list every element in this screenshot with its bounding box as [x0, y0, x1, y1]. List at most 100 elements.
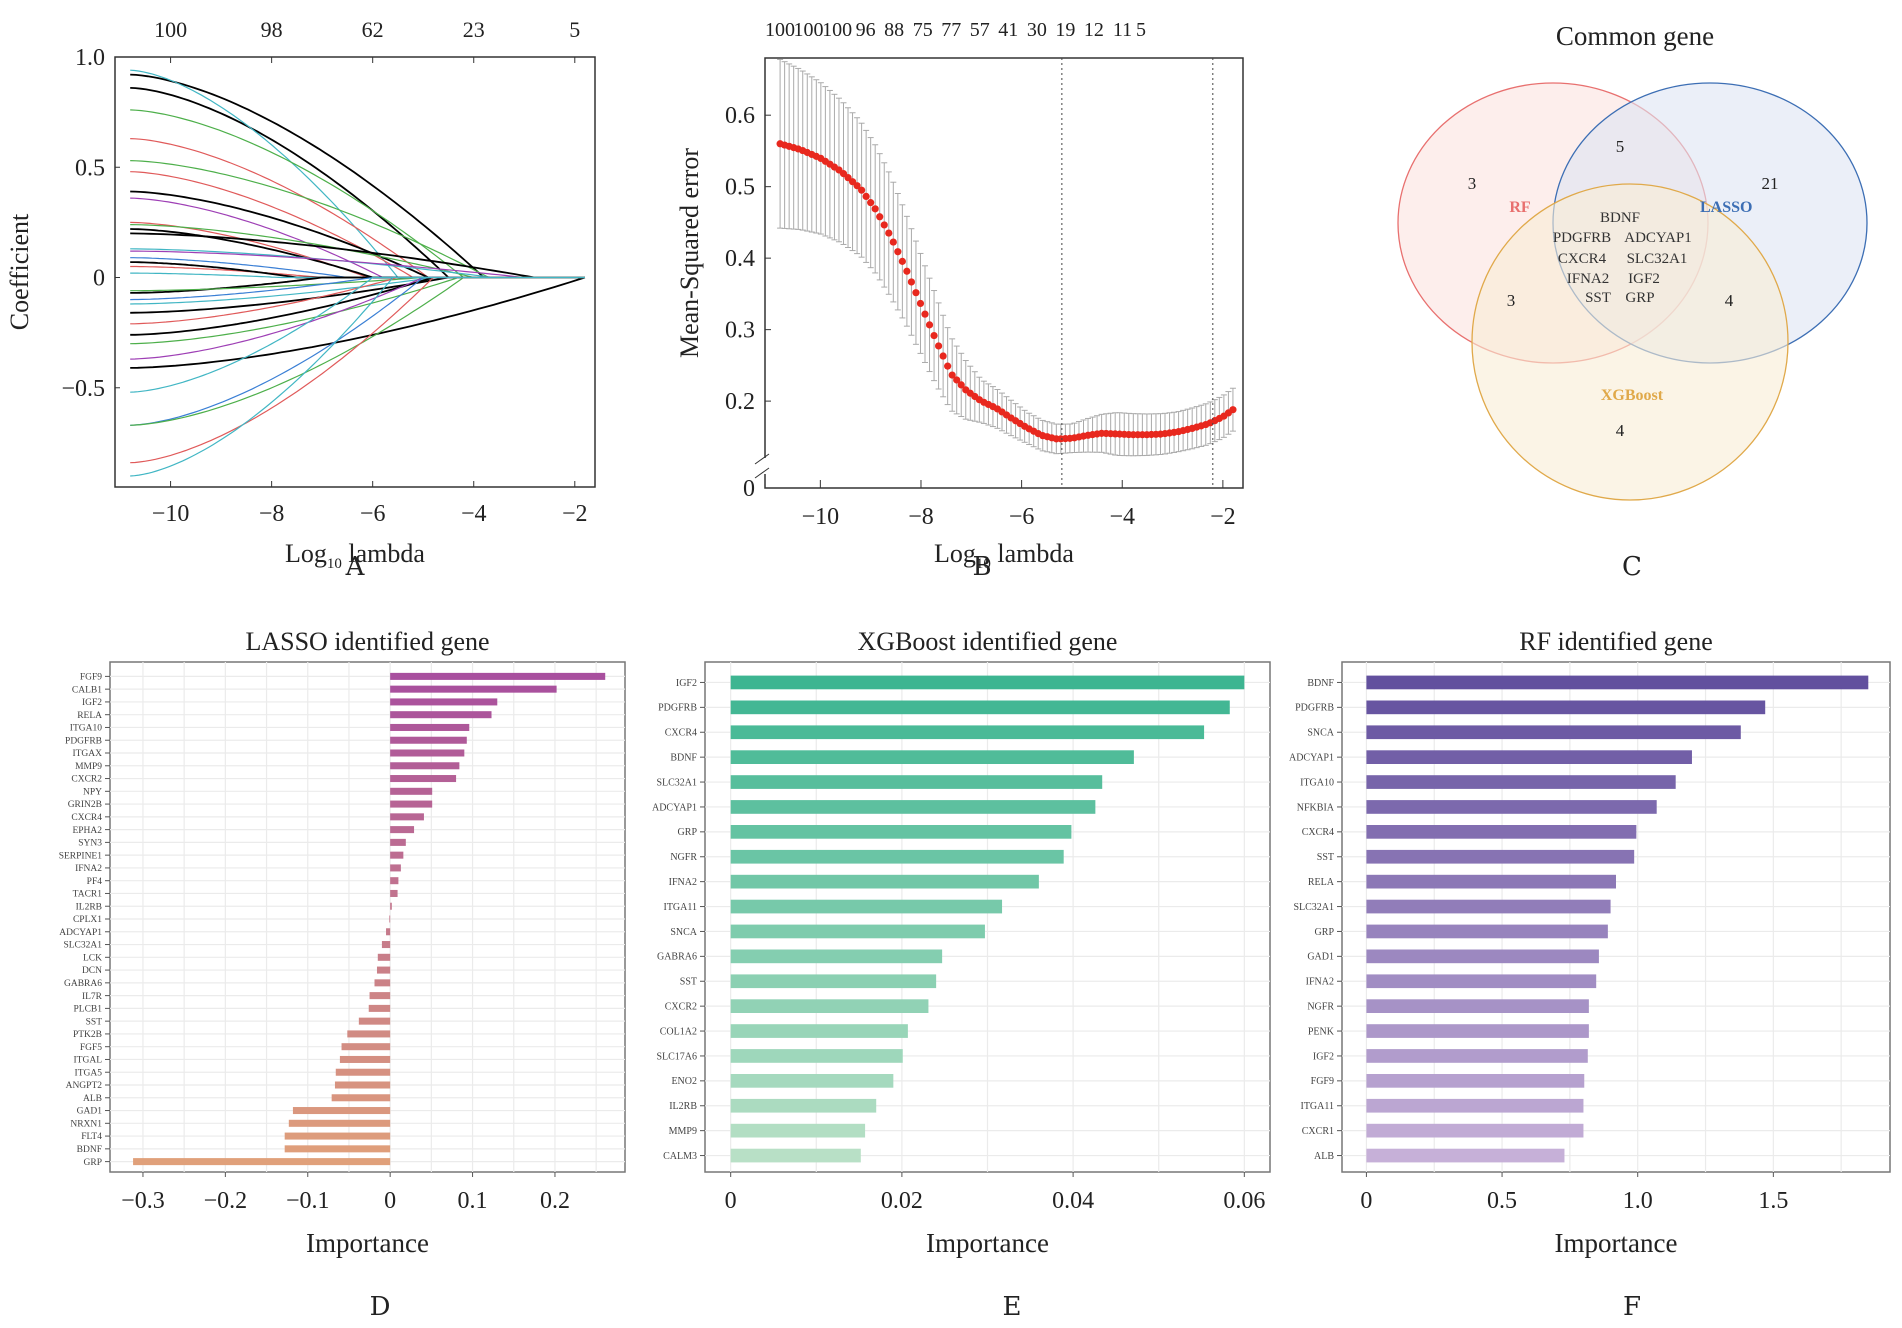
y-tick-label: EPHA2 [72, 826, 102, 836]
bar-fgf9 [390, 672, 606, 680]
y-tick-label: ADCYAP1 [59, 928, 102, 938]
bar-grp [1366, 924, 1608, 939]
top-tick-label: 100 [822, 19, 852, 41]
y-tick-label: IL2RB [76, 902, 102, 912]
x-tick-label: 0 [1360, 1188, 1372, 1214]
bar-igf2 [730, 675, 1245, 690]
y-tick-label: IGF2 [676, 678, 697, 689]
bar-igf2 [390, 698, 498, 706]
x-tick-label: 0.04 [1052, 1188, 1094, 1214]
mse-point [948, 371, 956, 379]
top-tick-label: 100 [765, 19, 795, 41]
coefficient-path-28 [130, 276, 586, 369]
y-tick-label: SLC32A1 [63, 941, 102, 951]
mse-point [907, 278, 916, 286]
coefficient-path-21 [130, 276, 585, 301]
coefficient-paths [130, 69, 586, 477]
y-tick-label: PDGFRB [1295, 703, 1334, 714]
y-tick-label: GAD1 [1307, 952, 1334, 963]
bar-lck [377, 953, 391, 961]
y-tick-label: CXCR4 [665, 728, 697, 739]
bar-alb [1366, 1148, 1565, 1163]
bar-itga11 [1366, 1098, 1584, 1113]
x-tick-label: −4 [1109, 504, 1135, 530]
mse-point [934, 342, 943, 350]
panel-a-lasso-coefficient-paths: −10 100 −8 98 −6 62 −4 23 −2 5 1.0 0.5 0 −0.5 Log10 la… [0, 0, 620, 590]
bar-serpine1 [390, 851, 404, 859]
venn-common-gene: BDNF [1600, 210, 1640, 226]
coefficient-path-18 [130, 272, 585, 279]
venn-set-xgboost [1471, 183, 1789, 501]
venn-common-gene: PDGFRB [1553, 230, 1611, 246]
venn-count-rf-lasso: 5 [1616, 137, 1625, 156]
coefficient-path-25 [130, 276, 585, 336]
y-tick-label: CPLX1 [73, 915, 102, 925]
bar-sst [1366, 849, 1635, 864]
x-tick-label: −0.2 [204, 1188, 248, 1214]
venn-count-lasso-xgboost: 4 [1725, 291, 1734, 310]
panel-c-venn-common-gene: Common gene RF LASSO XGBoost 3 21 4 5 3 4 BDNF PDGF… [1370, 0, 1900, 590]
bar-cxcr4 [1366, 825, 1637, 839]
coefficient-path-1 [130, 87, 585, 279]
mse-point [921, 310, 929, 318]
mse-point [925, 321, 934, 329]
bar-adcyap1 [386, 928, 391, 936]
y-tick-label: 0.2 [725, 389, 755, 415]
y-tick-label: NRXN1 [70, 1119, 102, 1129]
chart-a-svg: −10 100 −8 98 −6 62 −4 23 −2 5 1.0 0.5 0 −0.5 Log10 la… [5, 17, 596, 572]
bar-cxcr2 [730, 999, 929, 1013]
coefficient-path-27 [130, 276, 585, 360]
venn-count-xgboost-only: 4 [1616, 421, 1625, 440]
mse-point [953, 376, 961, 384]
venn-count-rf-only: 3 [1468, 174, 1477, 193]
panel-label-f: F [1622, 1292, 1642, 1322]
y-tick-label: 1.0 [75, 45, 105, 71]
mse-point [862, 192, 870, 201]
bar-col1a2 [730, 1024, 908, 1038]
y-tick-label: IFNA2 [1306, 977, 1334, 988]
coefficient-path-19 [130, 276, 585, 294]
axis-break-mark [754, 453, 770, 465]
panel-label-c: C [1622, 552, 1642, 582]
y-tick-label: PDGFRB [65, 736, 102, 746]
bar-itgax [390, 749, 465, 757]
x-axis-label: Importance [1555, 1228, 1678, 1258]
venn-common-gene: SST [1585, 290, 1611, 306]
y-tick-label: IL2RB [669, 1101, 697, 1112]
y-tick-label: 0.4 [725, 246, 755, 272]
bar-cxcr1 [1366, 1123, 1584, 1138]
y-tick-label: SLC17A6 [656, 1051, 697, 1062]
top-tick-label: 19 [1055, 19, 1075, 41]
bar-adcyap1 [1366, 750, 1692, 764]
venn-label-rf: RF [1509, 199, 1531, 216]
venn-common-gene: CXCR4 [1558, 251, 1607, 267]
bar-pf4 [390, 877, 399, 885]
coefficient-path-20 [130, 276, 585, 292]
panel-e-xgboost-importance: XGBoost identified gene IGF2 PDGFRB CXCR4 BD… [650, 610, 1280, 1270]
bar-rela [390, 711, 492, 719]
y-tick-label: ALB [1314, 1151, 1334, 1162]
y-tick-label: LCK [83, 953, 102, 963]
mse-point [1229, 406, 1237, 414]
coefficient-path-23 [130, 276, 585, 314]
mse-point [898, 257, 906, 265]
y-tick-label: CXCR4 [1302, 827, 1334, 838]
y-tick-label: GRIN2B [68, 800, 102, 810]
y-tick-label: GABRA6 [64, 979, 102, 989]
bar-epha2 [390, 826, 415, 834]
bar-rela [1366, 874, 1616, 889]
bar-pdgfrb [390, 736, 467, 744]
bar-grin2b [390, 800, 433, 808]
y-tick-label: IFNA2 [669, 877, 697, 888]
mse-point [944, 362, 952, 370]
venn-common-gene: IFNA2 [1567, 271, 1610, 287]
bar-itga5 [335, 1068, 391, 1076]
y-tick-label: CXCR1 [1302, 1126, 1334, 1137]
y-tick-label: 0.5 [725, 175, 755, 201]
coefficient-path-2 [130, 69, 585, 279]
y-tick-label: FGF5 [80, 1043, 102, 1053]
panel-label-d: D [369, 1292, 391, 1322]
mse-point [853, 182, 861, 190]
coefficient-path-33 [130, 276, 585, 477]
